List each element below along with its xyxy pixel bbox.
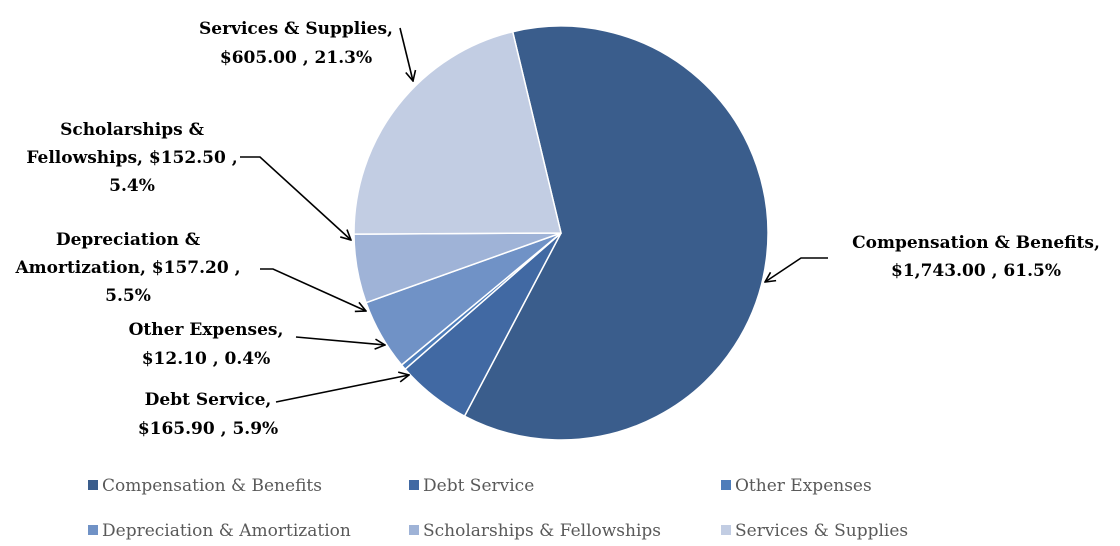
pie-slice-compensation-and-benefits [463,25,769,441]
legend-item-other-expenses: Other Expenses [721,476,872,496]
legend-swatch [88,525,98,535]
legend: Compensation & Benefits Debt Service Other… [88,476,908,541]
legend-label: Depreciation & Amortization [102,521,351,541]
legend-swatch [409,480,419,490]
data-label-compensation-and-benefits: Compensation & Benefits, $1,743.00 , 61.5… [852,233,1100,281]
legend-item-compensation-and-benefits: Compensation & Benefits [88,476,322,496]
legend-swatch [721,480,731,490]
legend-item-services-and-supplies: Services & Supplies [721,521,908,541]
legend-label: Debt Service [423,476,534,496]
leader-line-depreciation-and-amortization [260,268,366,311]
data-label-depreciation-and-amortization: Depreciation & Amortization, $157.20 , 5.5… [14,230,240,306]
legend-item-scholarships-and-fellowships: Scholarships & Fellowships [409,521,661,541]
legend-swatch [88,480,98,490]
legend-label: Compensation & Benefits [102,476,322,496]
data-label-debt-service: Debt Service, $165.90 , 5.9% [138,390,278,439]
data-label-scholarships-and-fellowships: Scholarships & Fellowships, $152.50 , 5.4% [26,120,237,196]
data-label-other-expenses: Other Expenses, $12.10 , 0.4% [129,320,284,369]
data-label-services-and-supplies: Services & Supplies, $605.00 , 21.3% [199,19,393,68]
pie-slices [353,25,769,441]
legend-label: Other Expenses [735,476,872,496]
legend-label: Scholarships & Fellowships [423,521,661,541]
leader-line-compensation-and-benefits [765,257,828,282]
leader-line-other-expenses [295,336,385,345]
leader-line-debt-service [275,375,409,403]
legend-swatch [409,525,419,535]
data-labels: Compensation & Benefits, $1,743.00 , 61.5… [14,19,1099,439]
pie-slice-services-and-supplies [353,30,562,235]
leader-line-services-and-supplies [399,27,413,81]
leader-lines [240,27,828,403]
legend-swatch [721,525,731,535]
legend-label: Services & Supplies [735,521,908,541]
legend-item-debt-service: Debt Service [409,476,534,496]
leader-line-scholarships-and-fellowships [240,156,351,240]
legend-item-depreciation-and-amortization: Depreciation & Amortization [88,521,351,541]
